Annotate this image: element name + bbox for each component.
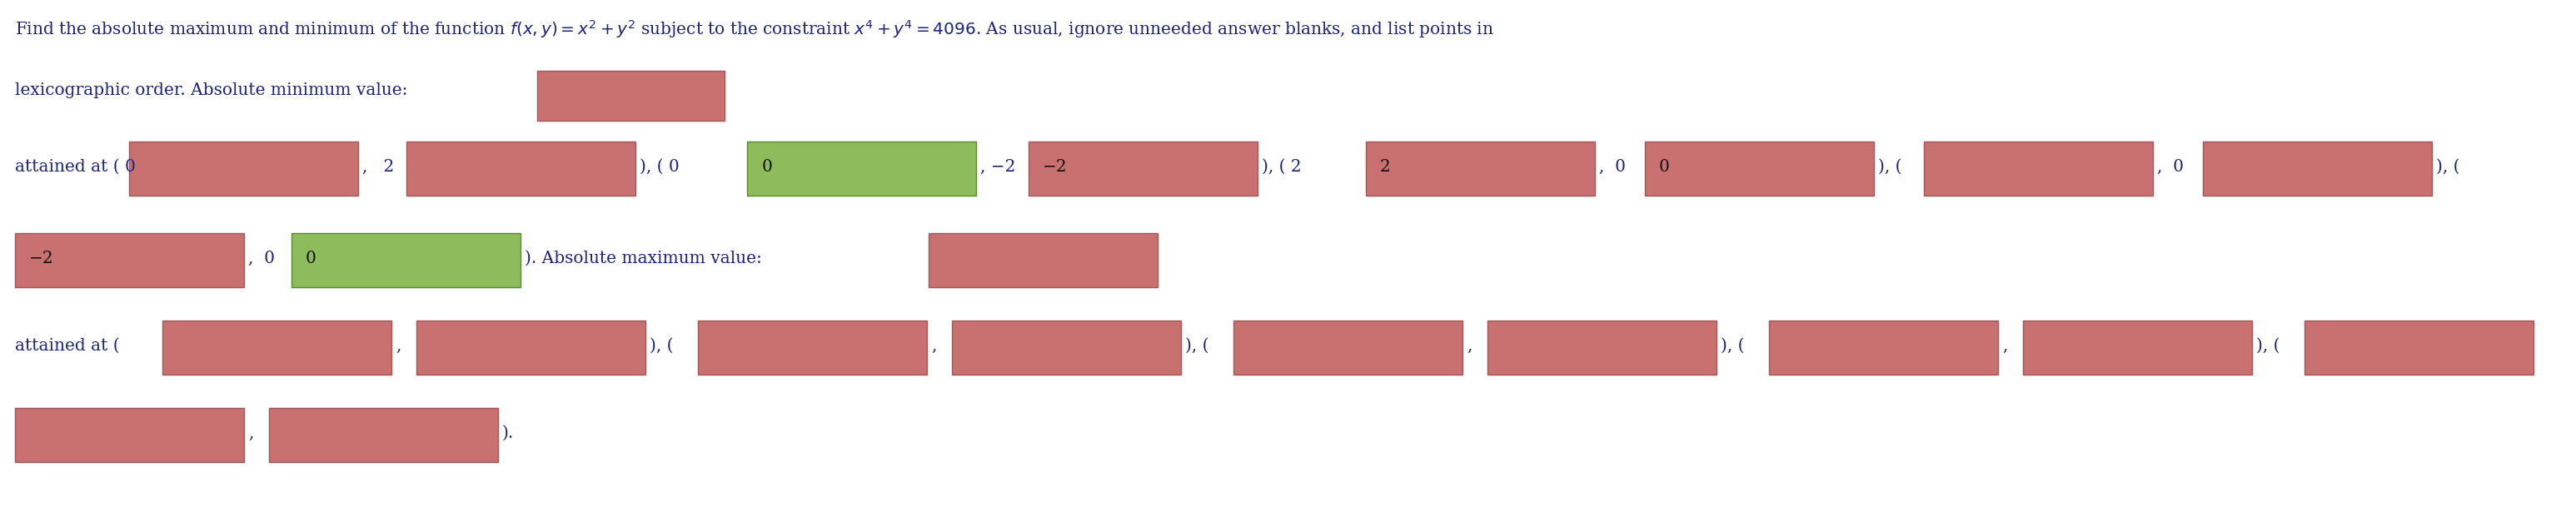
Text: ), (: ), ( — [2257, 338, 2280, 353]
Bar — [291, 233, 520, 287]
Text: −2: −2 — [28, 250, 54, 266]
Bar — [1486, 321, 1716, 375]
Bar — [1028, 141, 1257, 196]
Text: , −2: , −2 — [981, 159, 1015, 174]
Text: ), (: ), ( — [649, 338, 672, 353]
Text: attained at (: attained at ( — [15, 338, 118, 353]
Bar — [1234, 321, 1463, 375]
Bar — [15, 408, 245, 462]
Text: −2: −2 — [1043, 159, 1066, 174]
Bar — [698, 321, 927, 375]
Bar — [538, 71, 724, 121]
Text: ,: , — [1466, 338, 1471, 353]
Text: ,   2: , 2 — [363, 159, 394, 174]
Bar — [129, 141, 358, 196]
Text: 0: 0 — [762, 159, 773, 174]
Text: ), (: ), ( — [1721, 338, 1744, 353]
Text: 0: 0 — [307, 250, 317, 266]
Text: ,: , — [247, 425, 252, 441]
Bar — [2202, 141, 2432, 196]
Bar — [1646, 141, 1873, 196]
Text: ), (: ), ( — [1185, 338, 1208, 353]
Text: ,  0: , 0 — [1600, 159, 1625, 174]
Bar — [1770, 321, 1999, 375]
Text: attained at ( 0: attained at ( 0 — [15, 159, 137, 174]
Text: ,: , — [930, 338, 938, 353]
Text: ). Absolute maximum value:: ). Absolute maximum value: — [526, 250, 762, 266]
Bar — [15, 233, 245, 287]
Bar — [417, 321, 647, 375]
Bar — [162, 321, 392, 375]
Text: ), ( 2: ), ( 2 — [1262, 159, 1301, 174]
Text: ), (: ), ( — [1878, 159, 1901, 174]
Text: ), (: ), ( — [2437, 159, 2460, 174]
Text: lexicographic order. Absolute minimum value:: lexicographic order. Absolute minimum va… — [15, 82, 407, 98]
Text: ,  0: , 0 — [247, 250, 276, 266]
Text: 0: 0 — [1659, 159, 1669, 174]
Bar — [268, 408, 497, 462]
Bar — [407, 141, 636, 196]
Bar — [747, 141, 976, 196]
Text: 2: 2 — [1381, 159, 1391, 174]
Bar — [2022, 321, 2251, 375]
Text: ), ( 0: ), ( 0 — [639, 159, 680, 174]
Bar — [1365, 141, 1595, 196]
Text: ).: ). — [502, 425, 515, 441]
Text: ,  0: , 0 — [2156, 159, 2184, 174]
Text: Find the absolute maximum and minimum of the function $f(x, y) = x^2 + y^2$ subj: Find the absolute maximum and minimum of… — [15, 18, 1494, 40]
Text: ,: , — [397, 338, 402, 353]
Bar — [1924, 141, 2154, 196]
Bar — [927, 233, 1157, 287]
Text: ,: , — [2002, 338, 2007, 353]
Bar — [953, 321, 1180, 375]
Bar — [2306, 321, 2535, 375]
